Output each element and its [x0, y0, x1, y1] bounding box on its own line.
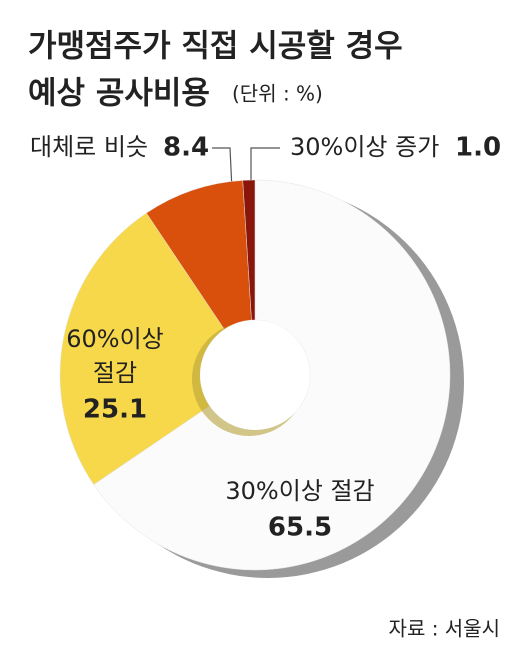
value-label: 1.0 [455, 133, 501, 163]
donut-hole [200, 320, 310, 430]
segment-label: 60%이상 [66, 325, 164, 353]
value-label: 25.1 [83, 395, 147, 425]
segment-label: 30%이상 절감 [225, 477, 374, 505]
leader-line [212, 147, 233, 191]
value-label: 8.4 [163, 133, 209, 163]
segment-label: 30%이상 증가 [290, 133, 439, 161]
segment-label: 대체로 비슷 [30, 133, 148, 161]
segment-label: 절감 [93, 359, 137, 387]
leader-line [250, 147, 280, 188]
chart-title: 가맹점주가 직접 시공할 경우 [28, 29, 403, 65]
value-label: 65.5 [268, 513, 332, 543]
chart-title: 예상 공사비용 [28, 76, 210, 112]
chart-subtitle: (단위 : %) [232, 82, 323, 106]
source: 자료 : 서울시 [389, 617, 500, 641]
